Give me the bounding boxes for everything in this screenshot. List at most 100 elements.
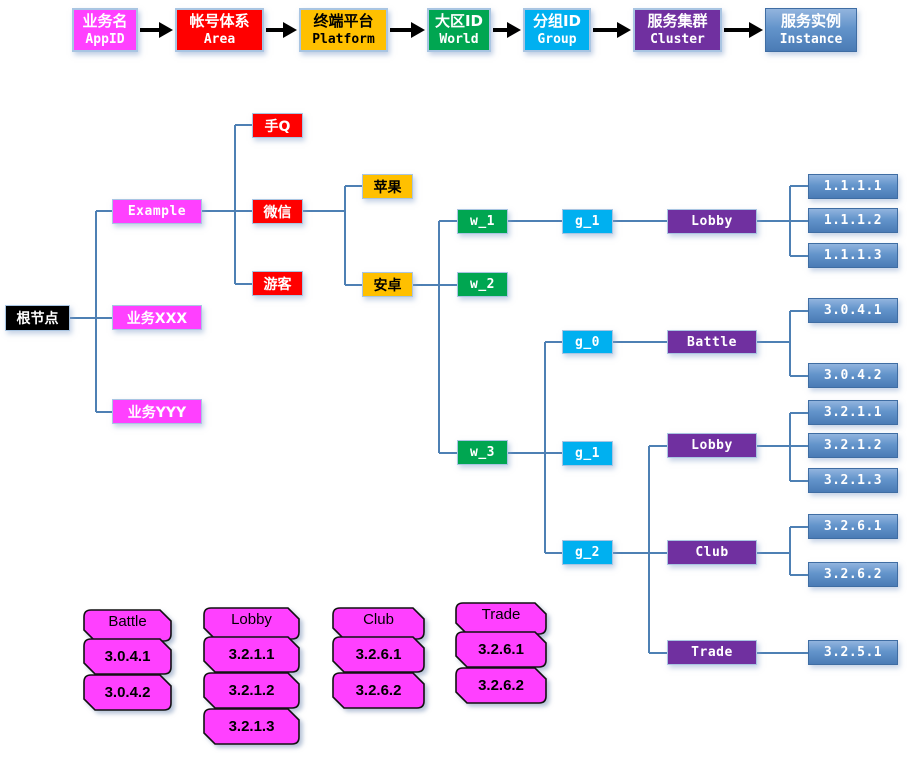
connector-line [789, 527, 791, 575]
group-title: Club [363, 611, 394, 628]
node-w1: w_1 [457, 209, 508, 234]
node-biz-xxx: 业务XXX [112, 305, 202, 330]
connector-line [790, 310, 808, 312]
group-trade: Trade 3.2.6.1 3.2.6.2 [455, 602, 547, 705]
flow-step-zh-label: 服务集群 [647, 12, 708, 30]
connector-line [613, 341, 667, 343]
connector-line [438, 221, 440, 453]
connector-line [790, 220, 808, 222]
node-inst-3251: 3.2.5.1 [808, 640, 898, 665]
group-header: Battle [83, 609, 172, 642]
connector-line [70, 317, 112, 319]
node-trade: Trade [667, 640, 757, 665]
flow-step-en-label: World [439, 32, 479, 47]
node-g2: g_2 [562, 540, 613, 565]
flow-arrow-line [493, 28, 510, 32]
connector-line [649, 652, 667, 654]
flow-step-zh-label: 业务名 [82, 12, 128, 30]
connector-line [303, 210, 345, 212]
node-inst-1111: 1.1.1.1 [808, 174, 898, 199]
flow-arrow-head [507, 22, 521, 38]
flow-step-zh-label: 分组ID [532, 12, 582, 30]
connector-line [345, 284, 362, 286]
flow-arrow-line [266, 28, 286, 32]
node-inst-3261: 3.2.6.1 [808, 514, 898, 539]
connector-line [545, 341, 562, 343]
group-title: Battle [108, 613, 147, 630]
group-item: 3.2.6.1 [332, 636, 425, 673]
node-club: Club [667, 540, 757, 565]
group-item-label: 3.2.6.1 [355, 646, 402, 663]
node-biz-yyy: 业务YYY [112, 399, 202, 424]
connector-line [95, 211, 97, 412]
connector-line [544, 342, 546, 553]
flow-arrow-head [749, 22, 763, 38]
node-shou-q: 手Q [252, 113, 303, 138]
connector-line [96, 210, 112, 212]
connector-line [202, 210, 252, 212]
connector-line [508, 452, 562, 454]
connector-line [790, 526, 808, 528]
node-pingguo: 苹果 [362, 174, 413, 199]
flow-arrow-head [283, 22, 297, 38]
connector-line [757, 445, 790, 447]
connector-line [789, 311, 791, 376]
flow-arrow-line [593, 28, 620, 32]
group-header: Trade [455, 602, 547, 635]
flow-step-cluster: 服务集群 Cluster [633, 8, 722, 52]
flow-step-zh-label: 帐号体系 [189, 12, 250, 30]
group-club: Club 3.2.6.1 3.2.6.2 [332, 607, 425, 710]
group-item: 3.2.1.3 [203, 708, 300, 745]
node-anzhuo: 安卓 [362, 272, 413, 297]
node-g0: g_0 [562, 330, 613, 354]
node-inst-1113: 1.1.1.3 [808, 243, 898, 268]
connector-line [790, 375, 808, 377]
group-item: 3.0.4.1 [83, 638, 172, 675]
node-youke: 游客 [252, 271, 303, 296]
node-inst-3041: 3.0.4.1 [808, 298, 898, 323]
group-header: Lobby [203, 607, 300, 640]
connector-line [757, 552, 790, 554]
group-item: 3.2.6.1 [455, 631, 547, 668]
connector-line [790, 185, 808, 187]
group-item-label: 3.2.1.1 [228, 646, 275, 663]
flow-step-en-label: AppID [85, 32, 125, 47]
node-g1-mid: g_1 [562, 441, 613, 466]
node-inst-3212: 3.2.1.2 [808, 433, 898, 458]
node-inst-3262: 3.2.6.2 [808, 562, 898, 587]
group-item-label: 3.2.1.3 [228, 718, 275, 735]
group-item-label: 3.2.6.2 [355, 682, 402, 699]
node-inst-3213: 3.2.1.3 [808, 468, 898, 493]
node-inst-1112: 1.1.1.2 [808, 208, 898, 233]
flow-step-group: 分组ID Group [523, 8, 591, 52]
flow-arrow-line [140, 28, 162, 32]
flow-step-platform: 终端平台 Platform [299, 8, 388, 52]
connector-line [790, 480, 808, 482]
node-g1-top: g_1 [562, 209, 613, 234]
group-item: 3.2.1.1 [203, 636, 300, 673]
flow-step-instance: 服务实例 Instance [765, 8, 857, 52]
connector-line [649, 445, 667, 447]
connector-line [757, 220, 790, 222]
connector-line [413, 284, 457, 286]
connector-line [96, 411, 112, 413]
node-lobby-1: Lobby [667, 209, 757, 234]
flow-step-zh-label: 终端平台 [313, 12, 374, 30]
flow-arrow-line [724, 28, 752, 32]
connector-line [235, 283, 252, 285]
connector-line [790, 445, 808, 447]
connector-line [344, 186, 346, 285]
group-title: Lobby [231, 611, 272, 628]
connector-line [790, 255, 808, 257]
connector-line [757, 341, 790, 343]
flow-step-en-label: Instance [779, 32, 843, 47]
connector-line [234, 125, 236, 284]
connector-line [545, 552, 562, 554]
group-title: Trade [481, 606, 521, 623]
group-item-label: 3.2.6.1 [478, 641, 524, 658]
flow-step-en-label: Platform [312, 32, 375, 47]
connector-line [648, 446, 650, 653]
connector-line [235, 124, 252, 126]
flow-step-en-label: Area [203, 32, 236, 47]
